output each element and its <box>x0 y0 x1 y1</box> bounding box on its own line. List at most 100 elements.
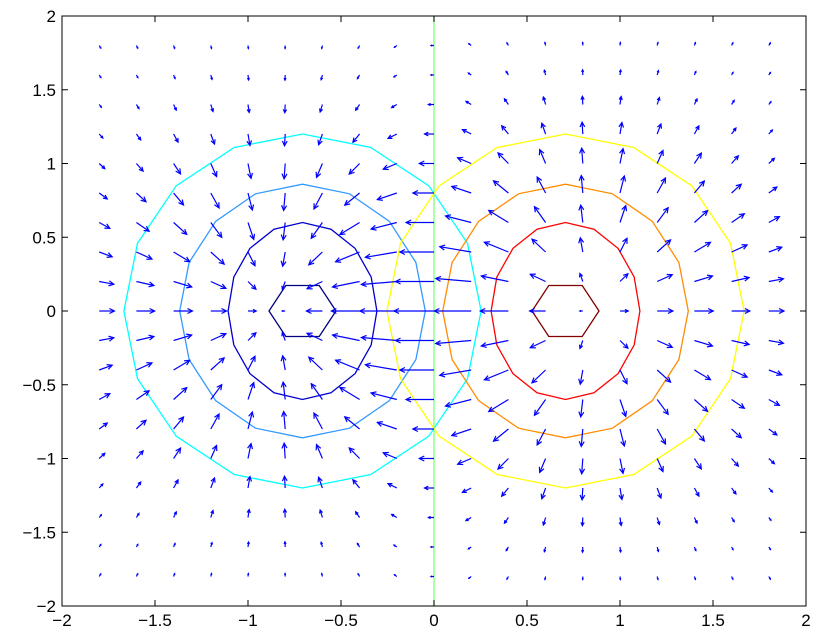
quiver-arrow <box>480 339 509 349</box>
quiver-arrow <box>619 399 628 418</box>
quiver-arrow <box>283 540 287 548</box>
quiver-arrow <box>694 339 714 348</box>
quiver-arrow <box>173 133 179 144</box>
quiver-arrow <box>348 446 361 459</box>
quiver-arrow <box>618 95 623 105</box>
quiver-arrow <box>281 474 288 489</box>
quiver-arrow <box>731 458 740 468</box>
quiver-arrow <box>173 510 177 518</box>
quiver-arrow <box>578 369 585 386</box>
quiver-arrow <box>694 241 712 253</box>
quiver-arrow <box>429 73 434 77</box>
quiver-arrow <box>305 332 323 342</box>
quiver-arrow <box>427 102 434 107</box>
y-tick-label: −1 <box>37 450 56 469</box>
quiver-arrow <box>135 45 139 50</box>
quiver-arrow <box>542 517 547 527</box>
quiver-arrow <box>320 572 324 577</box>
x-tick-label: 1 <box>615 611 624 630</box>
quiver-arrow <box>356 542 361 548</box>
quiver-arrow <box>369 221 397 231</box>
quiver-arrow <box>656 576 659 581</box>
quiver-arrow <box>581 576 584 581</box>
quiver-arrow <box>98 483 104 489</box>
quiver-arrow <box>731 576 734 581</box>
quiver-arrow <box>540 122 547 135</box>
quiver-arrow <box>338 386 360 401</box>
quiver-arrow <box>310 222 323 240</box>
quiver-arrow <box>487 209 509 224</box>
quiver-arrow <box>544 576 547 581</box>
quiver-arrow <box>620 308 630 314</box>
quiver-arrow <box>364 251 397 260</box>
quiver-arrow <box>656 176 667 194</box>
quiver-arrow <box>731 99 735 105</box>
quiver-arrow <box>98 104 103 109</box>
quiver-arrow <box>529 273 546 283</box>
quiver-arrow <box>390 513 398 519</box>
quiver-arrow <box>619 272 629 282</box>
quiver-arrow <box>315 163 323 179</box>
y-tick-label: −0.5 <box>22 376 56 395</box>
quiver-arrow <box>693 124 700 135</box>
quiver-arrow <box>357 45 361 50</box>
quiver-arrow <box>320 45 324 50</box>
quiver-arrow <box>618 121 625 135</box>
quiver-arrow <box>135 192 148 203</box>
quiver-arrow <box>619 174 627 194</box>
quiver-arrow <box>281 281 286 291</box>
quiver-arrow <box>693 576 697 581</box>
quiver-arrow <box>619 41 622 46</box>
quiver-arrow <box>768 428 778 436</box>
quiver-arrow <box>731 399 746 409</box>
quiver-arrow <box>580 94 585 105</box>
quiver-arrow <box>656 339 674 349</box>
quiver-arrow <box>283 45 287 50</box>
quiver-arrow <box>578 174 585 194</box>
quiver-arrow <box>768 41 772 46</box>
quiver-arrow <box>210 192 220 210</box>
x-tick-label: −1.5 <box>138 611 172 630</box>
quiver-arrow <box>280 251 287 268</box>
quiver-arrow <box>173 307 194 315</box>
quiver-arrow <box>533 399 547 417</box>
quiver-arrow <box>98 133 104 139</box>
quiver-arrow <box>173 386 188 400</box>
quiver-arrow <box>98 45 102 50</box>
quiver-arrow <box>438 369 472 378</box>
quiver-arrow <box>173 45 176 50</box>
quiver-arrow <box>320 74 324 81</box>
quiver-arrow <box>429 545 434 549</box>
quiver-arrow <box>578 203 585 223</box>
quiver-arrow <box>693 517 698 525</box>
quiver-arrow <box>98 543 102 548</box>
quiver-arrow <box>280 354 287 371</box>
quiver-arrow <box>731 307 752 315</box>
quiver-arrow <box>210 222 223 239</box>
quiver-arrow <box>531 238 547 253</box>
quiver-arrow <box>348 163 361 176</box>
quiver-arrow <box>136 334 156 342</box>
quiver-arrow <box>579 487 586 502</box>
quiver-arrow <box>656 399 669 416</box>
quiver-arrow <box>544 41 547 46</box>
quiver-arrow <box>619 428 627 448</box>
quiver-arrow <box>210 251 226 265</box>
quiver-arrow <box>307 356 323 371</box>
quiver-arrow <box>483 241 509 253</box>
quiver-arrow <box>656 428 667 446</box>
x-tick-label: −2 <box>52 611 71 630</box>
y-tick-label: 1 <box>47 155 56 174</box>
quiver-arrow <box>487 398 509 413</box>
quiver-arrow <box>136 307 156 315</box>
quiver-arrow <box>768 276 785 283</box>
quiver-arrow <box>731 339 751 347</box>
quiver-arrow <box>343 416 360 430</box>
quiver-arrow <box>283 572 287 577</box>
quiver-arrow <box>505 546 509 552</box>
quiver-arrow <box>768 517 772 522</box>
quiver-arrow <box>478 307 509 315</box>
quiver-arrow <box>579 120 586 135</box>
quiver-arrow <box>438 244 472 253</box>
quiver-arrow <box>768 458 776 465</box>
